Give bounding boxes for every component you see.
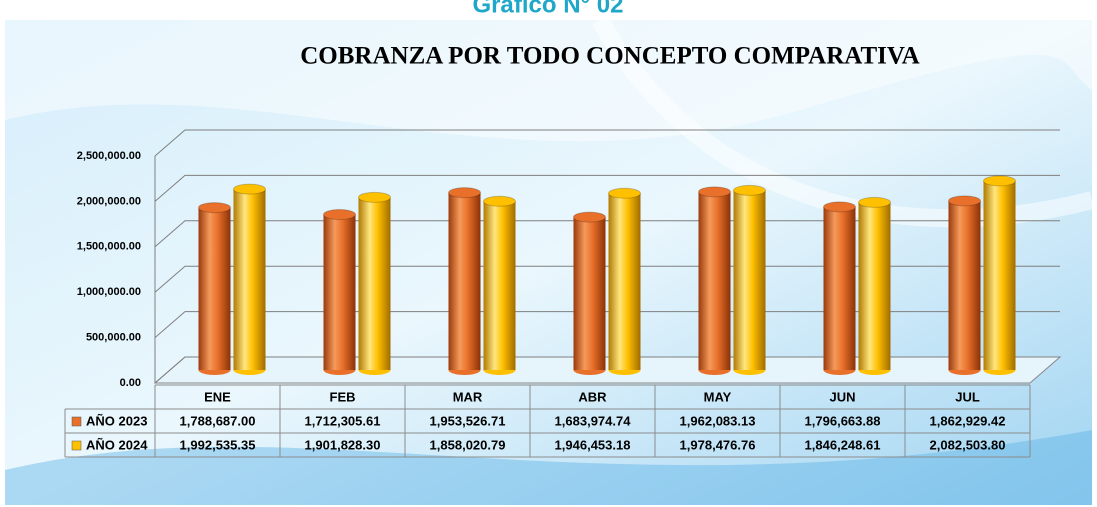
chart-title: COBRANZA POR TODO CONCEPTO COMPARATIVA: [300, 43, 920, 70]
x-tick-label: MAY: [704, 389, 732, 404]
grid-line: [154, 129, 1060, 157]
y-tick-label: 500,000.00: [86, 332, 141, 344]
data-label: 1,862,929.42: [930, 413, 1006, 428]
y-tick-label: 0.00: [120, 377, 141, 389]
cylinder: [448, 187, 481, 375]
grid-line: [154, 265, 1060, 293]
cylinder: [823, 201, 856, 375]
y-tick-label: 2,500,000.00: [77, 150, 141, 162]
cylinder-top: [858, 196, 891, 208]
bar: [948, 200, 981, 370]
cylinder: [358, 191, 391, 375]
bar: [358, 197, 391, 370]
x-tick-label: JUL: [955, 389, 980, 404]
cylinder: [573, 211, 606, 375]
data-label: 2,082,503.80: [930, 437, 1006, 452]
floor: [153, 356, 1062, 384]
cylinder-top: [358, 191, 391, 203]
cylinder: [733, 184, 766, 375]
cylinder: [608, 187, 641, 375]
data-label: 1,796,663.88: [805, 413, 881, 428]
cylinder: [483, 195, 516, 375]
cylinder-top: [698, 186, 731, 198]
cylinder-top: [948, 195, 981, 207]
cylinder-top: [608, 187, 641, 199]
bar: [323, 214, 356, 370]
cylinder: [858, 196, 891, 375]
legend-swatch: [71, 416, 82, 427]
cylinder-top: [573, 211, 606, 223]
heading: Gráfico N° 02: [473, 0, 624, 18]
data-label: 1,901,828.30: [305, 437, 381, 452]
bar: [608, 193, 641, 370]
grid-line: [154, 356, 1060, 384]
cylinder-top: [983, 175, 1016, 187]
x-tick-label: JUN: [829, 389, 855, 404]
cylinder: [198, 202, 231, 375]
cylinder-top: [233, 183, 266, 195]
bar: [483, 201, 516, 370]
cylinder: [698, 186, 731, 375]
x-tick-label: FEB: [330, 389, 356, 404]
cylinder: [983, 175, 1016, 375]
data-label: 1,788,687.00: [180, 413, 256, 428]
data-label: 1,846,248.61: [805, 437, 881, 452]
data-label: 1,978,476.76: [680, 437, 756, 452]
cylinder-top: [733, 184, 766, 196]
bar: [573, 217, 606, 370]
bar: [233, 189, 266, 370]
grid-line: [154, 311, 1060, 338]
cylinder-top: [198, 202, 231, 214]
bar: [198, 207, 231, 370]
data-label: 1,712,305.61: [305, 413, 381, 428]
data-label: 1,683,974.74: [555, 413, 632, 428]
cylinder: [323, 209, 356, 375]
cylinder: [233, 183, 266, 375]
wave: [5, 430, 1092, 505]
bar: [823, 206, 856, 370]
wave: [5, 20, 1092, 142]
legend-label: AÑO 2024: [86, 437, 148, 452]
chart-background: [5, 20, 1092, 505]
cylinder: [948, 195, 981, 375]
cylinder-top: [823, 201, 856, 213]
x-tick-label: MAR: [453, 389, 483, 404]
cylinder-top: [483, 195, 516, 207]
cylinder-top: [448, 187, 481, 199]
data-label: 1,992,535.35: [180, 437, 256, 452]
y-tick-label: 2,000,000.00: [77, 195, 141, 207]
bar: [858, 202, 891, 370]
y-tick-label: 1,500,000.00: [77, 241, 141, 253]
cylinder-top: [323, 209, 356, 221]
x-tick-label: ABR: [578, 389, 607, 404]
grid-line: [154, 220, 1060, 248]
bar: [448, 192, 481, 370]
bar: [733, 190, 766, 370]
bar: [698, 191, 731, 370]
bar: [983, 180, 1016, 370]
data-label: 1,946,453.18: [555, 437, 631, 452]
data-label: 1,962,083.13: [680, 413, 756, 428]
legend-swatch: [71, 440, 82, 451]
x-tick-label: ENE: [204, 389, 231, 404]
data-label: 1,858,020.79: [430, 437, 506, 452]
plot: 0.00 500,000.00 1,000,000.00 1,500,000.00 2,…: [64, 129, 1062, 458]
legend-label: AÑO 2023: [86, 413, 147, 428]
data-label: 1,953,526.71: [430, 413, 506, 428]
y-tick-label: 1,000,000.00: [77, 286, 141, 298]
grid-line: [154, 174, 1060, 202]
